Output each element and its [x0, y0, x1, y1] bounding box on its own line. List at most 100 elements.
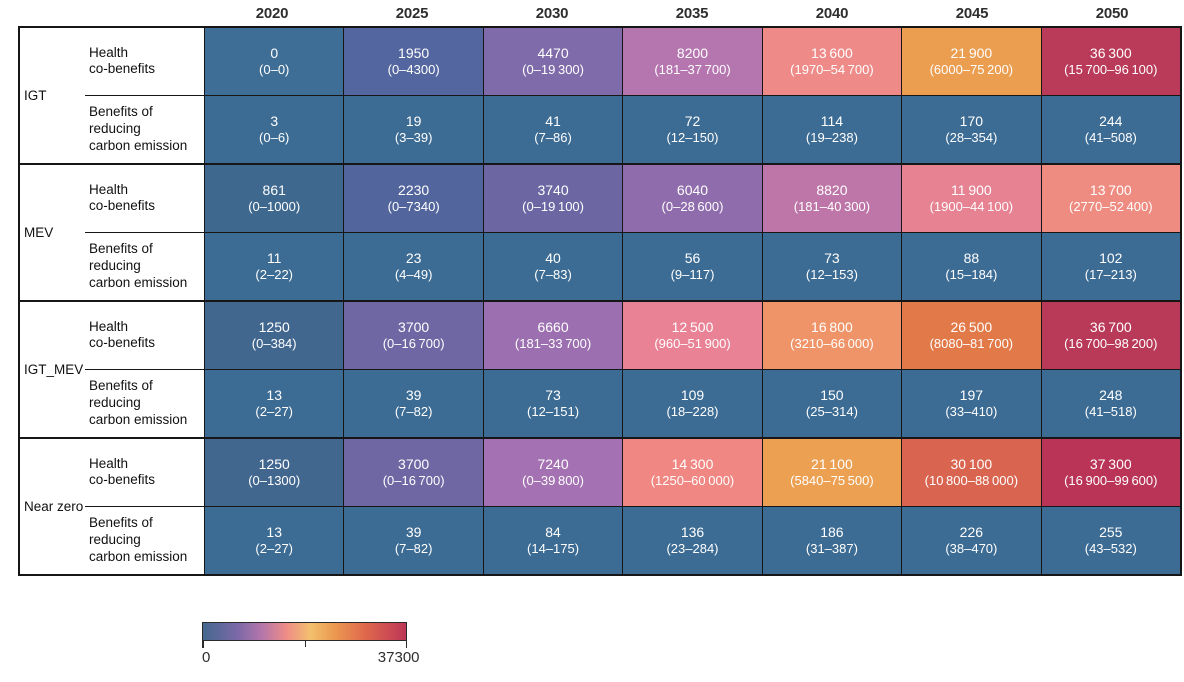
- cell-range: (33–410): [945, 403, 998, 419]
- cell-value: 19: [405, 112, 422, 129]
- cell-range: (0–16 700): [382, 335, 445, 351]
- cell-value: 1250: [258, 455, 290, 472]
- scenario-group-igt: IGT Health co-benefits 0 (0–0) 1950 (0–4300) 44…: [20, 28, 1180, 163]
- cell-value: 23: [405, 249, 422, 266]
- cell-value: 73: [545, 386, 561, 403]
- cell-value: 37 300: [1089, 455, 1132, 472]
- heatmap-cell: 84 (14–175): [482, 506, 623, 574]
- heatmap-cell: 23 (4–49): [343, 232, 483, 300]
- cell-value: 21 900: [950, 44, 993, 61]
- year-header: 2025: [395, 4, 429, 22]
- scenario-group-near-zero: Near zero Health co-benefits 1250 (0–1300) 37…: [20, 437, 1180, 574]
- cell-value: 3700: [398, 455, 430, 472]
- year-header-row: 2020 2025 2030 2035 2040 2045 2050: [18, 0, 1182, 26]
- cell-value: 102: [1099, 249, 1123, 266]
- cell-value: 0: [270, 44, 279, 61]
- cell-value: 3700: [398, 318, 430, 335]
- cell-value: 88: [963, 249, 980, 266]
- cell-value: 226: [959, 523, 984, 540]
- cell-range: (0–1000): [248, 198, 301, 214]
- heatmap-cell: 861 (0–1000): [204, 165, 344, 233]
- scenario-label: IGT: [20, 28, 85, 163]
- cell-range: (41–508): [1084, 129, 1137, 145]
- cell-range: (1250–60 000): [650, 472, 735, 488]
- heatmap-cell: 56 (9–117): [622, 232, 762, 300]
- cell-range: (7–82): [394, 403, 433, 419]
- row-label-line: reducing: [89, 120, 141, 136]
- cell-range: (14–175): [527, 540, 580, 556]
- cell-value: 8200: [676, 44, 709, 61]
- heatmap-cell: 39 (7–82): [343, 506, 483, 574]
- cell-range: (25–314): [805, 403, 858, 419]
- cell-range: (0–4300): [387, 61, 440, 77]
- heatmap-cell: 136 (23–284): [622, 506, 762, 574]
- row-label-line: reducing: [89, 257, 141, 273]
- row-label-line: Benefits of: [89, 378, 153, 394]
- cell-range: (2–27): [255, 403, 293, 419]
- cell-value: 8820: [816, 181, 848, 198]
- cell-value: 13 700: [1089, 181, 1132, 198]
- heatmap-cell: 73 (12–151): [482, 369, 623, 437]
- row-label-line: Benefits of: [89, 104, 153, 120]
- scenario-group-mev: MEV Health co-benefits 861 (0–1000) 2230 (0–73…: [20, 163, 1180, 300]
- heatmap-cell: 197 (33–410): [901, 369, 1041, 437]
- row-label-line: Health: [89, 44, 129, 60]
- cell-value: 21 100: [811, 455, 853, 472]
- cell-range: (181–40 300): [793, 198, 871, 214]
- cell-value: 3: [270, 112, 279, 129]
- row-label-line: Benefits of: [89, 515, 153, 531]
- cell-value: 6660: [537, 318, 569, 335]
- cell-range: (0–16 700): [382, 472, 445, 488]
- cell-range: (38–470): [945, 540, 998, 556]
- cell-range: (0–1300): [248, 472, 301, 488]
- cell-range: (181–33 700): [514, 335, 592, 351]
- heatmap-cell: 40 (7–83): [482, 232, 623, 300]
- cell-range: (5840–75 500): [790, 472, 874, 488]
- heatmap-cell: 109 (18–228): [622, 369, 762, 437]
- heatmap-cell: 6660 (181–33 700): [482, 302, 623, 370]
- cell-value: 109: [680, 386, 705, 403]
- cell-value: 114: [820, 112, 844, 129]
- heatmap-cell: 8200 (181–37 700): [622, 28, 762, 96]
- cell-value: 11 900: [951, 181, 992, 198]
- heatmap-cell: 6040 (0–28 600): [622, 165, 762, 233]
- row-label-line: carbon emission: [89, 548, 188, 564]
- heatmap-cell: 26 500 (8080–81 700): [901, 302, 1041, 370]
- cell-value: 136: [680, 523, 705, 540]
- heatmap-cell: 41 (7–86): [482, 95, 623, 163]
- row-label: Benefits of reducing carbon emission: [85, 369, 204, 437]
- cell-value: 16 800: [811, 318, 853, 335]
- colorbar-ticks: [202, 641, 407, 648]
- cell-range: (0–39 800): [522, 472, 584, 488]
- cell-range: (19–238): [805, 129, 858, 145]
- heatmap-cell: 3700 (0–16 700): [343, 439, 483, 507]
- cell-value: 861: [262, 181, 286, 198]
- colorbar-gradient: [202, 622, 407, 641]
- row-label-line: reducing: [89, 394, 141, 410]
- heatmap-cell: 88 (15–184): [901, 232, 1041, 300]
- cell-range: (16 900–99 600): [1064, 472, 1158, 488]
- cell-range: (12–150): [666, 129, 719, 145]
- cell-value: 13: [266, 386, 282, 403]
- cell-range: (4–49): [394, 266, 433, 282]
- colorbar-min-label: 0: [202, 649, 211, 666]
- heatmap-cell: 11 (2–22): [204, 232, 344, 300]
- cell-value: 186: [820, 523, 844, 540]
- heatmap-cell: 39 (7–82): [343, 369, 483, 437]
- cell-range: (181–37 700): [654, 61, 731, 77]
- heatmap-cell: 255 (43–532): [1040, 506, 1180, 574]
- heatmap-cell: 186 (31–387): [761, 506, 902, 574]
- heatmap-cell: 12 500 (960–51 900): [622, 302, 762, 370]
- row-label: Benefits of reducing carbon emission: [85, 95, 204, 163]
- cell-value: 255: [1099, 523, 1123, 540]
- heatmap-cell: 36 700 (16 700–98 200): [1040, 302, 1180, 370]
- cell-range: (3210–66 000): [790, 335, 874, 351]
- row-label-line: Health: [89, 181, 129, 197]
- cell-range: (23–284): [666, 540, 719, 556]
- cell-range: (15–184): [945, 266, 998, 282]
- cell-range: (0–384): [251, 335, 297, 351]
- cell-value: 36 300: [1089, 44, 1132, 61]
- cell-range: (31–387): [805, 540, 858, 556]
- scenario-label: MEV: [20, 165, 85, 300]
- heatmap-cell: 16 800 (3210–66 000): [761, 302, 902, 370]
